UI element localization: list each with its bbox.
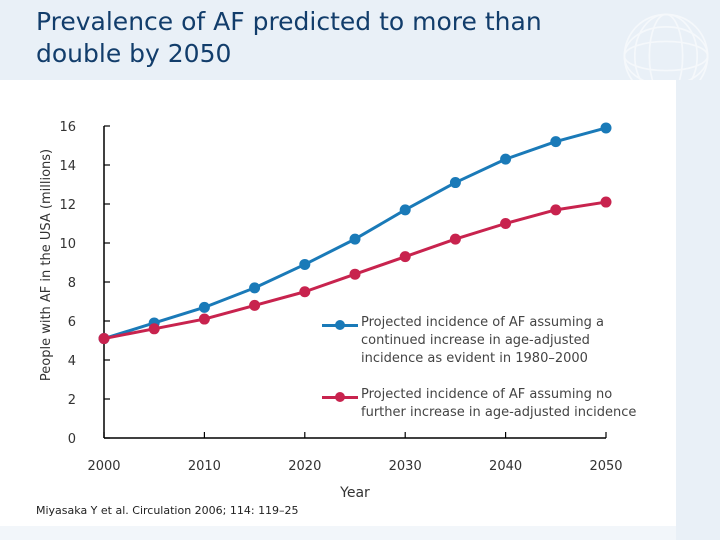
y-tick-label: 8	[68, 276, 76, 291]
data-point	[299, 286, 311, 298]
data-point	[198, 313, 210, 325]
y-tick-label: 0	[68, 432, 76, 447]
chart-series	[98, 122, 612, 345]
bottom-decorative-strip	[0, 526, 676, 540]
legend-item-no-increase: Projected incidence of AF assuming no fu…	[322, 386, 652, 422]
data-point	[399, 204, 411, 216]
y-tick-label: 6	[68, 315, 76, 330]
x-tick-label: 2030	[389, 459, 422, 474]
data-point	[349, 268, 361, 280]
x-axis-label: Year	[339, 485, 370, 501]
legend-label-continued-increase: Projected incidence of AF assuming a con…	[361, 315, 605, 366]
x-tick-label: 2020	[288, 459, 321, 474]
legend-swatch-blue	[322, 320, 358, 330]
data-point	[500, 153, 512, 165]
y-tick-label: 4	[68, 354, 76, 369]
data-point	[198, 301, 210, 313]
data-point	[148, 323, 160, 335]
x-tick-label: 2050	[589, 459, 622, 474]
right-decorative-strip	[676, 80, 720, 540]
data-point	[399, 251, 411, 263]
y-tick-label: 12	[59, 198, 76, 213]
y-tick-label: 16	[59, 120, 76, 135]
source-citation: Miyasaka Y et al. Circulation 2006; 114:…	[36, 504, 299, 517]
chart-axes: 0 2 4 6 8 10 12 14 16 2000 2010 2020 2030 2040 2050	[59, 120, 622, 474]
y-tick-label: 10	[59, 237, 76, 252]
y-tick-label: 2	[68, 393, 76, 408]
data-point	[249, 299, 261, 311]
legend-item-continued-increase: Projected incidence of AF assuming a con…	[322, 314, 652, 368]
data-point	[550, 204, 562, 216]
y-axis-label: People with AF in the USA (millions)	[39, 149, 54, 381]
globe-motif-icon	[623, 13, 709, 99]
data-point	[500, 218, 512, 229]
series-line-1	[103, 126, 607, 340]
data-point	[449, 177, 461, 189]
slide-title: Prevalence of AF predicted to more than …	[36, 7, 542, 68]
data-point	[98, 333, 110, 345]
x-tick-label: 2040	[489, 459, 522, 474]
title-band	[0, 0, 720, 80]
legend-label-no-increase: Projected incidence of AF assuming no fu…	[361, 387, 637, 420]
data-point	[600, 196, 612, 208]
y-tick-label: 14	[59, 159, 76, 174]
data-point	[299, 258, 311, 270]
data-point	[449, 233, 461, 245]
legend-swatch-red	[322, 392, 358, 402]
data-point	[249, 282, 261, 294]
data-point	[349, 233, 361, 245]
data-point	[550, 136, 562, 148]
x-tick-label: 2010	[188, 459, 221, 474]
data-point	[600, 122, 612, 134]
x-tick-label: 2000	[87, 459, 120, 474]
